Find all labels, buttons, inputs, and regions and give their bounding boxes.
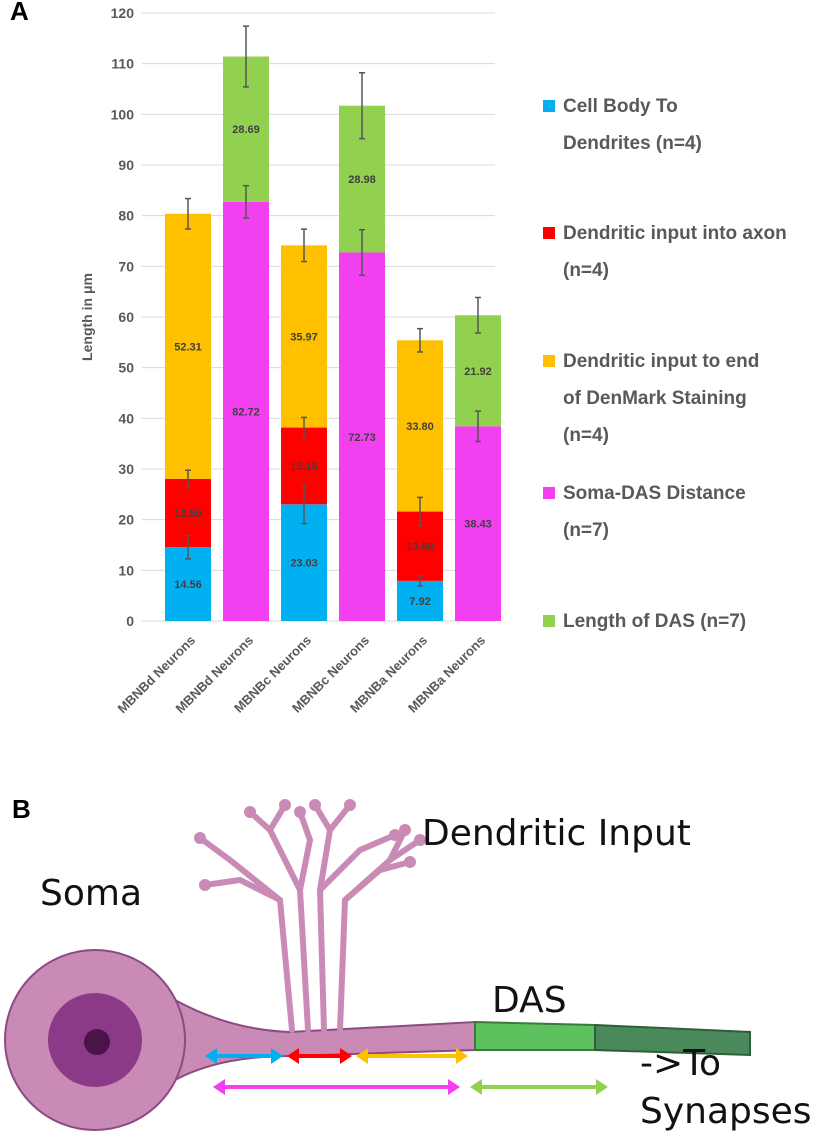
y-tick-label: 10 xyxy=(118,562,134,578)
data-label: 33.80 xyxy=(406,421,434,433)
target-label: ->To xyxy=(640,1043,721,1084)
soma-label: Soma xyxy=(40,873,142,914)
data-label: 72.73 xyxy=(348,432,376,444)
data-label: 15.15 xyxy=(290,461,318,473)
y-tick-label: 120 xyxy=(111,5,135,21)
target-label: Synapses xyxy=(640,1091,812,1132)
bar-segment xyxy=(397,580,443,621)
dendrites xyxy=(197,802,423,1033)
error-bar xyxy=(475,410,481,443)
das-segment xyxy=(474,1020,596,1051)
nucleolus xyxy=(84,1029,110,1055)
legend-swatch xyxy=(543,355,555,367)
data-label: 28.98 xyxy=(348,174,376,186)
data-label: 21.92 xyxy=(464,366,492,378)
legend-swatch xyxy=(543,100,555,112)
y-tick-label: 80 xyxy=(118,208,134,224)
y-tick-label: 40 xyxy=(118,410,134,426)
data-label: 13.50 xyxy=(174,508,202,520)
legend-swatch xyxy=(543,227,555,239)
legend-entry: Length of DAS (n=7) xyxy=(563,611,747,632)
y-tick-label: 90 xyxy=(118,157,134,173)
error-bar xyxy=(243,25,249,88)
bar-segment xyxy=(455,426,501,621)
error-bar xyxy=(301,484,307,525)
error-bar xyxy=(417,327,423,353)
bar-segment xyxy=(165,213,211,479)
y-axis-label: Length in μm xyxy=(79,273,95,361)
das-label: DAS xyxy=(492,980,567,1021)
error-bar xyxy=(417,496,423,527)
y-tick-label: 20 xyxy=(118,512,134,528)
data-label: 52.31 xyxy=(174,341,202,353)
bar-segment xyxy=(339,252,385,621)
error-bar xyxy=(359,228,365,277)
bar-segment xyxy=(397,340,443,512)
dendrite-label: Dendritic Input xyxy=(422,813,691,854)
data-label: 14.56 xyxy=(174,579,202,591)
panel-label: B xyxy=(12,794,31,824)
data-label: 13.68 xyxy=(406,541,434,553)
bar-segment xyxy=(223,201,269,622)
bar-segment xyxy=(455,315,501,427)
legend-entry: Soma-DAS Distance (n=7) xyxy=(563,483,746,541)
error-bar xyxy=(417,575,423,587)
data-label: 35.97 xyxy=(290,331,318,343)
data-label: 82.72 xyxy=(232,406,260,418)
legend-swatch xyxy=(543,487,555,499)
legend-entry: Dendritic input to end of DenMark Staini… xyxy=(563,351,760,446)
panel-label: A xyxy=(10,0,29,26)
data-label: 38.43 xyxy=(464,519,492,531)
legend-swatch xyxy=(543,615,555,627)
error-bar xyxy=(475,296,481,334)
error-bar xyxy=(301,416,307,439)
error-bar xyxy=(359,71,365,140)
axon-distal xyxy=(594,1023,751,1057)
y-tick-label: 100 xyxy=(111,106,135,122)
y-tick-label: 110 xyxy=(111,56,134,72)
measure-arrows xyxy=(205,1048,608,1095)
data-label: 23.03 xyxy=(290,558,318,570)
legend-entry: Dendritic input into axon (n=4) xyxy=(563,223,787,281)
error-bar xyxy=(185,534,191,560)
error-bar xyxy=(301,228,307,263)
y-tick-label: 60 xyxy=(118,309,134,325)
dendrite-tips xyxy=(194,799,426,891)
error-bar xyxy=(185,197,191,230)
data-label: 28.69 xyxy=(232,124,260,136)
neuron-diagram: B xyxy=(4,794,812,1132)
error-bar xyxy=(185,469,191,489)
y-tick-label: 30 xyxy=(118,461,134,477)
error-bar xyxy=(243,184,249,219)
bar-segment xyxy=(281,245,327,428)
data-label: 7.92 xyxy=(409,596,430,608)
y-tick-label: 70 xyxy=(118,258,134,274)
y-tick-label: 50 xyxy=(118,360,134,376)
legend-entry: Cell Body To Dendrites (n=4) xyxy=(563,96,702,154)
y-tick-label: 0 xyxy=(126,613,134,629)
